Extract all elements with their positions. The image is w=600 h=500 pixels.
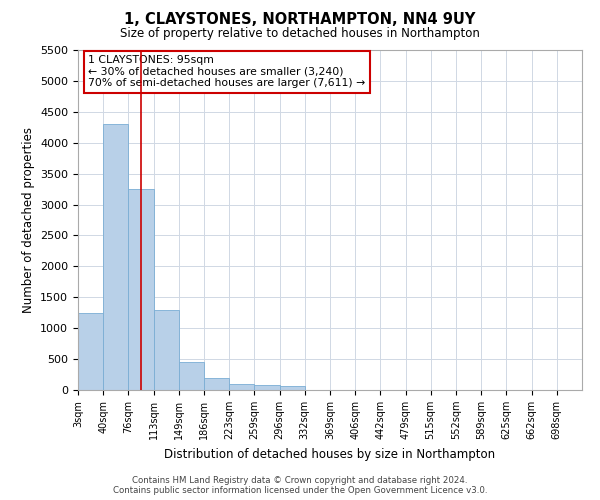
Text: Size of property relative to detached houses in Northampton: Size of property relative to detached ho… xyxy=(120,28,480,40)
Text: 1, CLAYSTONES, NORTHAMPTON, NN4 9UY: 1, CLAYSTONES, NORTHAMPTON, NN4 9UY xyxy=(124,12,476,28)
Text: 1 CLAYSTONES: 95sqm
← 30% of detached houses are smaller (3,240)
70% of semi-det: 1 CLAYSTONES: 95sqm ← 30% of detached ho… xyxy=(88,55,365,88)
Bar xyxy=(78,312,103,390)
Bar xyxy=(254,386,280,390)
Bar xyxy=(154,310,179,390)
X-axis label: Distribution of detached houses by size in Northampton: Distribution of detached houses by size … xyxy=(164,448,496,460)
Bar xyxy=(179,362,204,390)
Bar xyxy=(103,124,128,390)
Bar xyxy=(229,384,254,390)
Text: Contains HM Land Registry data © Crown copyright and database right 2024.
Contai: Contains HM Land Registry data © Crown c… xyxy=(113,476,487,495)
Bar xyxy=(204,378,229,390)
Bar xyxy=(280,386,305,390)
Bar xyxy=(128,189,154,390)
Y-axis label: Number of detached properties: Number of detached properties xyxy=(22,127,35,313)
